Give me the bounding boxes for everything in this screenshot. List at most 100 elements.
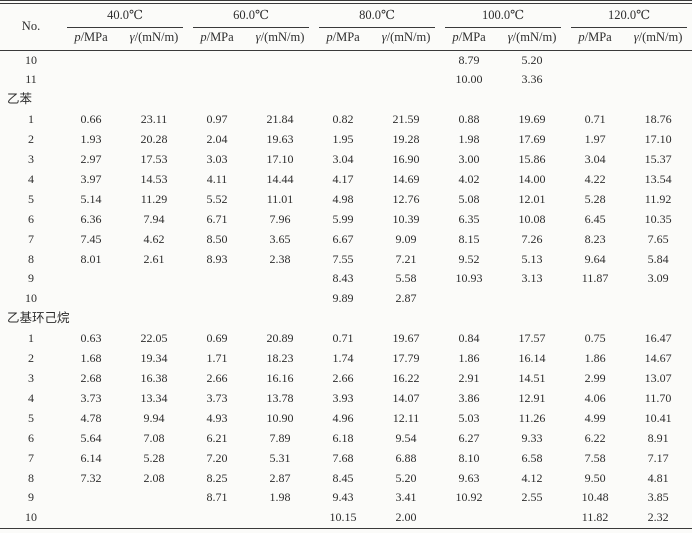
gamma-symbol: γ (381, 29, 387, 44)
pressure-value: 3.97 (80, 171, 102, 186)
row-number: 2 (28, 132, 34, 147)
pressure-value: 1.97 (584, 132, 606, 147)
pressure-value: 6.21 (206, 430, 228, 445)
pressure-value (314, 70, 372, 90)
surface-tension-value: 20.28 (140, 132, 168, 147)
surface-tension-value: 3.09 (647, 271, 669, 286)
surface-tension-value: 19.67 (392, 331, 420, 346)
pressure-value (566, 289, 624, 309)
surface-tension-value: 3.41 (395, 490, 417, 505)
pressure-symbol: p (200, 29, 207, 44)
surface-tension-value: 2.87 (269, 470, 291, 485)
pressure-value: 6.36 (80, 211, 102, 226)
pressure-value: 9.50 (584, 470, 606, 485)
pressure-value: 6.45 (584, 211, 606, 226)
table-row: 10 9.89 2.87 (0, 289, 692, 309)
pressure-value: 7.68 (332, 450, 354, 465)
surface-tension-value: 6.58 (521, 450, 543, 465)
table-row: 4 3.73 13.34 3.73 13.78 3.93 14.07 3.86 12.91 4.0… (0, 389, 692, 409)
section-row: 乙苯 (0, 90, 692, 110)
surface-tension-value: 20.89 (266, 331, 294, 346)
surface-tension-value: 6.88 (395, 450, 417, 465)
surface-tension-value: 2.87 (395, 291, 417, 306)
table-row: 10 8.79 5.20 (0, 50, 692, 70)
pressure-value: 8.25 (206, 470, 228, 485)
pressure-value: 6.71 (206, 211, 228, 226)
pressure-value: 0.97 (206, 112, 228, 127)
surface-tension-value (498, 508, 566, 528)
pressure-value: 0.69 (206, 331, 228, 346)
pressure-value: 3.93 (332, 390, 354, 405)
surface-tension-value: 10.90 (266, 410, 294, 425)
pressure-value: 4.78 (80, 410, 102, 425)
table-row: 2 1.68 19.34 1.71 18.23 1.74 17.79 1.86 16.14 1.8… (0, 349, 692, 369)
surface-tension-value (120, 488, 188, 508)
surface-tension-value (120, 50, 188, 70)
pressure-value (188, 70, 246, 90)
surface-tension-value: 13.34 (140, 390, 168, 405)
temp-label-100: 100.0℃ (445, 4, 562, 28)
row-number: 11 (25, 72, 37, 87)
table-row: 10 10.15 2.00 11.82 2.32 (0, 508, 692, 528)
pressure-value (188, 50, 246, 70)
surface-tension-value: 21.84 (266, 112, 294, 127)
table-row: 5 5.14 11.29 5.52 11.01 4.98 12.76 5.08 12.01 5.2… (0, 190, 692, 210)
surface-tension-value (120, 289, 188, 309)
pressure-value: 10.48 (581, 490, 609, 505)
pressure-unit: /MPa (332, 29, 360, 44)
surface-tension-value: 14.67 (644, 351, 672, 366)
pressure-value: 5.99 (332, 211, 354, 226)
pressure-value: 3.73 (206, 390, 228, 405)
pressure-value: 2.97 (80, 152, 102, 167)
surface-tension-value (120, 508, 188, 528)
temp-header-120: 120.0℃ (566, 4, 692, 28)
row-number: 4 (28, 171, 34, 186)
pressure-value (566, 70, 624, 90)
pressure-column-header: p/MPa (566, 28, 625, 51)
pressure-value: 6.67 (332, 231, 354, 246)
surface-tension-value: 7.26 (521, 231, 543, 246)
pressure-value (62, 488, 120, 508)
table-row: 7 6.14 5.28 7.20 5.31 7.68 6.88 8.10 6.58 7.58 7.1… (0, 449, 692, 469)
gamma-symbol: γ (507, 29, 513, 44)
temp-label-120: 120.0℃ (571, 4, 688, 28)
pressure-value: 4.98 (332, 191, 354, 206)
pressure-value (62, 289, 120, 309)
row-number: 2 (28, 351, 34, 366)
pressure-value: 1.74 (332, 351, 354, 366)
pressure-value: 8.23 (584, 231, 606, 246)
row-number: 4 (28, 390, 34, 405)
surface-tension-value: 11.70 (644, 390, 672, 405)
row-number: 9 (28, 271, 34, 286)
pressure-value: 9.52 (458, 251, 480, 266)
surface-tension-value: 9.09 (395, 231, 417, 246)
surface-tension-value: 16.22 (392, 371, 420, 385)
surface-tension-value (372, 50, 440, 70)
surface-tension-value: 3.13 (521, 271, 543, 286)
surface-tension-value: 19.69 (518, 112, 546, 127)
surface-tension-value: 3.85 (647, 490, 669, 505)
row-number: 8 (28, 470, 34, 485)
no-column-header: No. (0, 3, 62, 51)
table-row: 6 6.36 7.94 6.71 7.96 5.99 10.39 6.35 10.08 6.45 1… (0, 210, 692, 230)
surface-tension-value: 13.07 (644, 371, 672, 385)
table-row: 1 0.63 22.05 0.69 20.89 0.71 19.67 0.84 17.57 0.7… (0, 329, 692, 349)
surface-tension-value (624, 289, 692, 309)
pressure-unit: /MPa (80, 29, 108, 44)
table-row: 9 8.43 5.58 10.93 3.13 11.87 3.09 (0, 269, 692, 289)
surface-tension-value: 16.90 (392, 152, 420, 167)
pressure-value: 10.93 (455, 271, 483, 286)
row-number: 1 (28, 331, 34, 346)
surface-tension-value: 11.29 (140, 191, 168, 206)
surface-tension-value: 9.54 (395, 430, 417, 445)
no-label: No. (21, 19, 41, 34)
pressure-value: 9.64 (584, 251, 606, 266)
surface-tension-value: 17.57 (518, 331, 546, 346)
pressure-value (440, 289, 498, 309)
gamma-unit: /(mN/m) (512, 29, 557, 44)
surface-tension-value (120, 269, 188, 289)
surface-tension-value: 15.37 (644, 152, 672, 167)
gamma-symbol: γ (633, 29, 639, 44)
table-row: 1 0.66 23.11 0.97 21.84 0.82 21.59 0.88 19.69 0.7… (0, 110, 692, 130)
